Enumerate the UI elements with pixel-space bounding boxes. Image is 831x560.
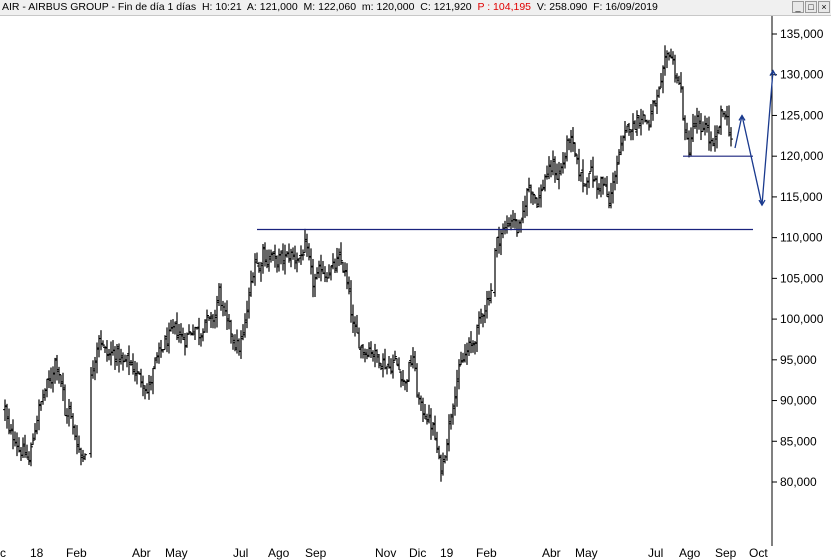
ohlc-bar (587, 172, 591, 189)
x-tick-label: 18 (30, 546, 44, 560)
ohlc-bar (301, 249, 305, 261)
x-tick-label: Ago (679, 546, 701, 560)
x-tick-label: Sep (305, 546, 327, 560)
y-tick-label: 135,000 (780, 27, 824, 41)
x-tick-label: 19 (440, 546, 454, 560)
price-chart: 80,000 85,000 90,000 95,000 100,000 105,000 11… (0, 16, 824, 560)
x-tick-label: Nov (375, 546, 396, 560)
arrowhead-icon (769, 69, 777, 76)
minimize-icon[interactable]: _ (792, 1, 804, 13)
ohlc-bar (539, 184, 543, 208)
ohlc-bar (397, 357, 401, 371)
x-tick-label: c (0, 546, 6, 560)
ohlc-bar (393, 350, 397, 361)
window-titlebar: AIR - AIRBUS GROUP - Fin de día 1 días H… (0, 0, 831, 16)
ohlc-bar (657, 86, 661, 98)
x-tick-label: Jul (233, 546, 248, 560)
y-tick-label: 115,000 (780, 190, 823, 204)
x-tick-label: Abr (542, 546, 561, 560)
y-tick-label: 110,000 (780, 231, 823, 245)
y-tick-label: 85,000 (780, 434, 817, 448)
y-tick-label: 80,000 (780, 475, 817, 489)
ohlc-bar (391, 354, 395, 379)
arrowhead-icon (738, 114, 746, 121)
x-tick-label: Feb (476, 546, 497, 560)
ohlc-bar (29, 442, 33, 467)
ohlc-bar (489, 283, 493, 304)
ohlc-bar (729, 127, 733, 147)
ohlc-bar (401, 369, 405, 386)
ohlc-bar (205, 309, 209, 333)
price-bars (3, 45, 733, 482)
x-tick-label: Dic (409, 546, 426, 560)
y-tick-label: 120,000 (780, 149, 824, 163)
chart-annotations (257, 69, 777, 231)
ohlc-bar (151, 367, 155, 395)
x-tick-label: May (575, 546, 598, 560)
x-tick-label: May (165, 546, 188, 560)
ohlc-bar (83, 453, 87, 461)
y-tick-label: 90,000 (780, 394, 817, 408)
ohlc-bar (229, 319, 233, 344)
arrowhead-icon (758, 199, 766, 207)
y-tick-label: 100,000 (780, 312, 824, 326)
y-tick-label: 95,000 (780, 353, 817, 367)
y-axis-labels: 80,000 85,000 90,000 95,000 100,000 105,000 11… (772, 27, 824, 489)
maximize-icon[interactable]: □ (805, 1, 817, 13)
x-tick-label: Sep (715, 546, 737, 560)
x-tick-label: Ago (268, 546, 290, 560)
ohlc-bar (573, 142, 577, 158)
ohlc-bar (531, 191, 535, 205)
x-tick-label: Feb (66, 546, 87, 560)
y-tick-label: 125,000 (780, 108, 824, 122)
price-p-value: P : 104,195 (477, 1, 532, 13)
x-tick-label: Oct (749, 546, 768, 560)
ohlc-bar (339, 242, 343, 265)
window-title: AIR - AIRBUS GROUP - Fin de día 1 días H… (2, 1, 658, 13)
ohlc-bar (89, 367, 93, 458)
x-tick-label: Jul (648, 546, 663, 560)
x-tick-label: Abr (132, 546, 151, 560)
projection-arrow (734, 70, 774, 206)
x-axis-labels: c 18 Feb Abr May Jul Ago Sep Nov Dic 19 Feb Abr May Ju… (0, 546, 768, 560)
ohlc-bar (101, 340, 105, 347)
y-tick-label: 105,000 (780, 271, 824, 285)
y-tick-label: 130,000 (780, 68, 824, 82)
ohlc-bar (159, 339, 163, 358)
close-icon[interactable]: × (818, 1, 830, 13)
